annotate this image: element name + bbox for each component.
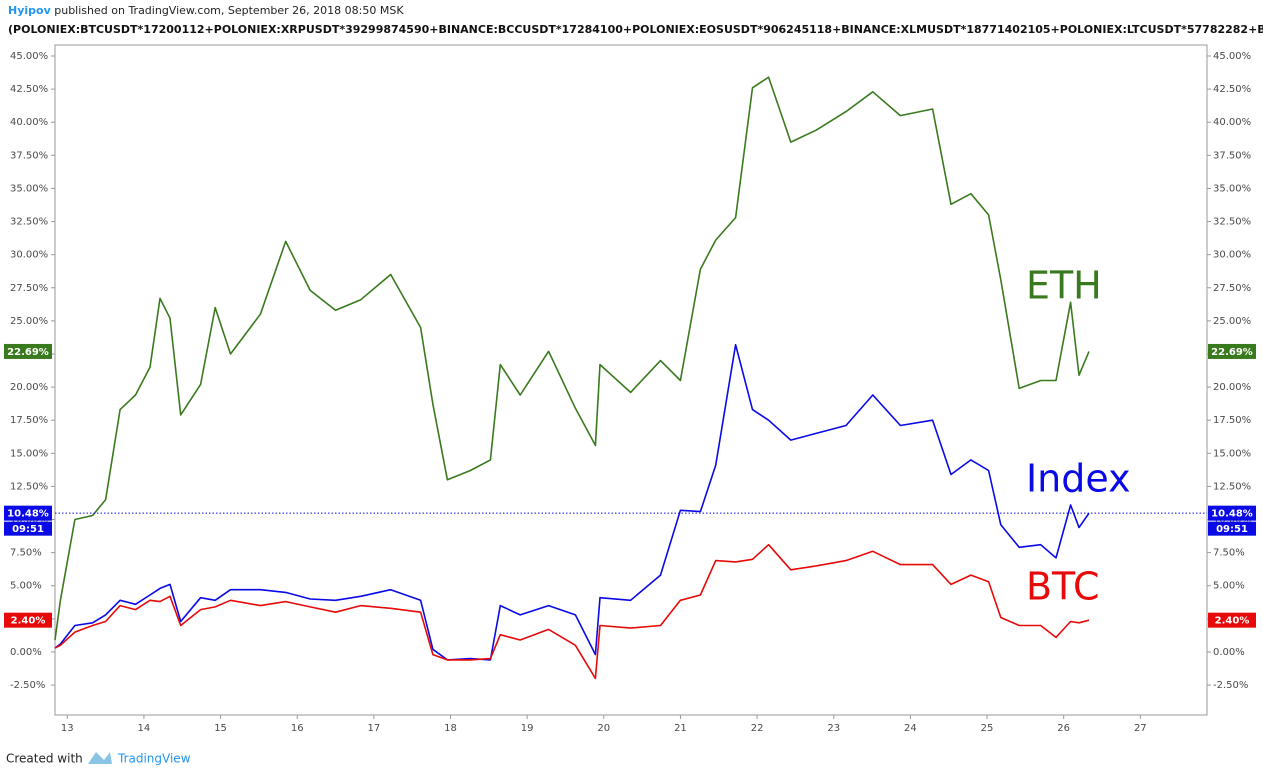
series-annotation: Index <box>1026 457 1131 501</box>
last-value-box-right <box>1208 505 1256 521</box>
author[interactable]: Hyipov <box>8 4 52 17</box>
y-tick-label: 30.00% <box>10 250 48 261</box>
y-tick-label-right: 0.00% <box>1213 647 1245 658</box>
footer-brand[interactable]: TradingView <box>117 752 191 766</box>
x-tick-label: 23 <box>827 723 840 734</box>
y-tick-label-right: 17.50% <box>1213 415 1251 426</box>
y-tick-label: 37.50% <box>10 150 48 161</box>
x-tick-label: 16 <box>291 723 304 734</box>
symbol: (POLONIEX:BTCUSDT*17200112+POLONIEX:XRPU… <box>8 23 1263 36</box>
y-tick-label-right: 42.50% <box>1213 84 1251 95</box>
last-value-label-left: 10.48% <box>7 509 49 520</box>
y-tick-label: 35.00% <box>10 183 48 194</box>
y-tick-label: 0.00% <box>10 647 42 658</box>
y-tick-label-right: 12.50% <box>1213 481 1251 492</box>
y-tick-label-right: 32.50% <box>1213 217 1251 228</box>
last-value-label-right: 10.48% <box>1211 509 1253 520</box>
y-tick-label: 20.00% <box>10 382 48 393</box>
y-tick-label: 25.00% <box>10 316 48 327</box>
y-tick-label-right: 35.00% <box>1213 183 1251 194</box>
countdown-label-right: 09:51 <box>1216 524 1248 535</box>
y-tick-label-right: 27.50% <box>1213 283 1251 294</box>
x-tick-label: 24 <box>904 723 917 734</box>
series-annotation: ETH <box>1026 264 1102 308</box>
y-tick-label-right: 40.00% <box>1213 117 1251 128</box>
y-tick-label: 27.50% <box>10 283 48 294</box>
y-tick-label-right: 15.00% <box>1213 448 1251 459</box>
last-value-box-left <box>4 505 52 521</box>
y-tick-label-right: 25.00% <box>1213 316 1251 327</box>
x-tick-label: 21 <box>674 723 687 734</box>
last-value-label-left: 2.40% <box>11 616 46 627</box>
x-tick-label: 26 <box>1057 723 1070 734</box>
x-tick-label: 20 <box>597 723 610 734</box>
y-tick-label: 17.50% <box>10 415 48 426</box>
x-tick-label: 22 <box>751 723 764 734</box>
y-tick-label-right: 45.00% <box>1213 51 1251 62</box>
y-tick-label-right: 37.50% <box>1213 150 1251 161</box>
last-value-label-left: 22.69% <box>7 347 49 358</box>
x-tick-label: 18 <box>444 723 457 734</box>
y-tick-label: 42.50% <box>10 84 48 95</box>
x-tick-label: 17 <box>367 723 380 734</box>
y-tick-label: 32.50% <box>10 217 48 228</box>
x-tick-label: 13 <box>61 723 74 734</box>
y-tick-label-right: 20.00% <box>1213 382 1251 393</box>
footer-created: Created with <box>6 752 83 766</box>
x-tick-label: 14 <box>138 723 151 734</box>
y-tick-label: 40.00% <box>10 117 48 128</box>
y-tick-label-right: 30.00% <box>1213 250 1251 261</box>
logo <box>88 752 112 764</box>
countdown-label-left: 09:51 <box>12 524 44 535</box>
y-tick-label: 5.00% <box>10 581 42 592</box>
y-tick-label: -2.50% <box>10 680 45 691</box>
last-value-label-right: 2.40% <box>1215 616 1250 627</box>
last-value-box-left <box>4 343 52 359</box>
plot-layer: -2.50%-2.50%0.00%0.00%2.50%2.50%5.00%5.0… <box>4 51 1256 734</box>
series-line <box>54 343 1090 661</box>
series-line <box>54 543 1090 680</box>
countdown-box-right <box>1208 521 1256 536</box>
published: published on TradingView.com, September … <box>54 4 404 17</box>
y-tick-label-right: 5.00% <box>1213 581 1245 592</box>
x-tick-label: 25 <box>981 723 994 734</box>
last-value-box-right <box>1208 343 1256 359</box>
last-value-label-right: 22.69% <box>1211 347 1253 358</box>
plot-frame <box>54 44 1208 716</box>
header-line: Hyipov published on TradingView.com, Sep… <box>8 4 404 17</box>
last-value-box-left <box>4 612 52 628</box>
countdown-box-left <box>4 521 52 536</box>
x-tick-label: 27 <box>1134 723 1147 734</box>
x-tick-label: 15 <box>214 723 227 734</box>
y-tick-label: 12.50% <box>10 481 48 492</box>
y-tick-label-right: 7.50% <box>1213 548 1245 559</box>
y-tick-label: 15.00% <box>10 448 48 459</box>
y-tick-label-right: -2.50% <box>1213 680 1248 691</box>
series-line <box>54 76 1090 641</box>
y-tick-label: 7.50% <box>10 548 42 559</box>
series-annotation: BTC <box>1026 565 1100 609</box>
y-tick-label: 45.00% <box>10 51 48 62</box>
last-value-box-right <box>1208 612 1256 628</box>
x-tick-label: 19 <box>521 723 534 734</box>
